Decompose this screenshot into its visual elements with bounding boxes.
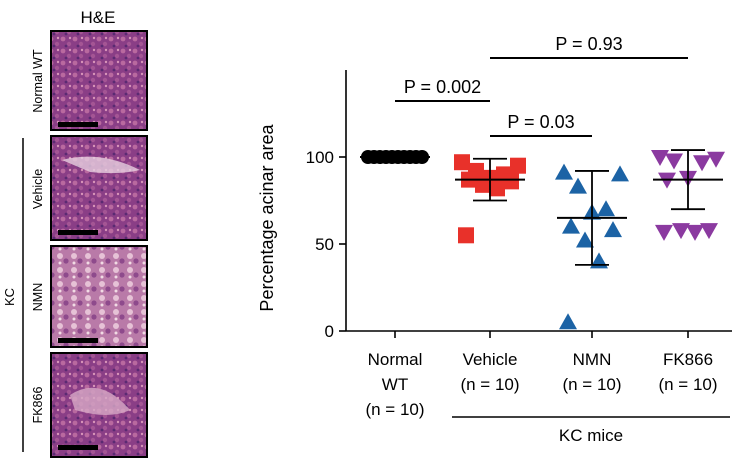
histology-image-fk866	[50, 352, 148, 458]
p-value-label: P = 0.002	[404, 77, 481, 97]
series-vehicle	[454, 154, 526, 244]
scale-bar	[58, 445, 98, 450]
chart-axes: 0 50 100 Normal WT (n = 10) Vehicle (n = 10) NMN…	[306, 70, 732, 445]
data-point	[503, 173, 519, 190]
data-point	[458, 227, 474, 244]
x-tick-label: (n = 10)	[365, 400, 424, 419]
data-point	[489, 180, 505, 197]
data-point	[693, 155, 711, 172]
histology-image-vehicle	[50, 135, 148, 241]
scale-bar	[58, 230, 98, 235]
p-value-label: P = 0.93	[555, 34, 622, 54]
data-point	[672, 223, 690, 240]
data-point	[597, 200, 615, 217]
scale-bar	[58, 338, 98, 343]
x-tick-label: Normal	[368, 350, 423, 369]
chart-marks	[360, 149, 725, 330]
data-point	[665, 153, 683, 170]
data-point	[686, 224, 704, 241]
x-tick-label: FK866	[663, 350, 713, 369]
data-point	[707, 151, 725, 168]
p-value-label: P = 0.03	[507, 112, 574, 132]
x-tick-label: NMN	[573, 350, 612, 369]
series-normal-wt	[360, 150, 430, 164]
kc-mice-label: KC mice	[559, 426, 623, 445]
data-point	[569, 177, 587, 194]
series-nmn	[555, 163, 629, 330]
histology-image-nmn	[50, 245, 148, 348]
x-tick-label: (n = 10)	[658, 375, 717, 394]
y-tick-label: 100	[306, 148, 334, 167]
x-tick-label: WT	[382, 375, 408, 394]
data-point	[510, 157, 526, 174]
data-point	[651, 150, 669, 166]
y-tick-label: 0	[325, 322, 334, 341]
row-label-vehicle: Vehicle	[31, 169, 45, 209]
row-label-normal-wt: Normal WT	[31, 49, 45, 113]
data-point	[611, 165, 629, 182]
data-point	[559, 313, 577, 330]
data-point	[604, 221, 622, 238]
x-tick-label: (n = 10)	[562, 375, 621, 394]
x-tick-label: Vehicle	[463, 350, 518, 369]
histology-image-normal-wt	[50, 30, 148, 131]
y-axis-label: Percentage acinar area	[257, 123, 277, 311]
series-fk866	[651, 149, 725, 241]
chart-annotations: P = 0.002 P = 0.03 P = 0.93	[395, 34, 688, 137]
scatter-chart: 0 50 100 Normal WT (n = 10) Vehicle (n = 10) NMN…	[257, 34, 732, 445]
data-point	[555, 163, 573, 180]
data-point	[655, 224, 673, 241]
x-tick-label: (n = 10)	[460, 375, 519, 394]
data-point	[562, 217, 580, 234]
data-point	[576, 231, 594, 248]
data-point	[475, 176, 491, 193]
y-tick-label: 50	[315, 235, 334, 254]
data-point	[700, 223, 718, 240]
data-point	[454, 154, 470, 171]
row-label-fk866: FK866	[31, 387, 45, 424]
kc-group-label: KC	[2, 288, 17, 306]
stain-title: H&E	[81, 8, 116, 27]
scale-bar	[58, 122, 98, 127]
row-label-nmn: NMN	[31, 283, 45, 311]
